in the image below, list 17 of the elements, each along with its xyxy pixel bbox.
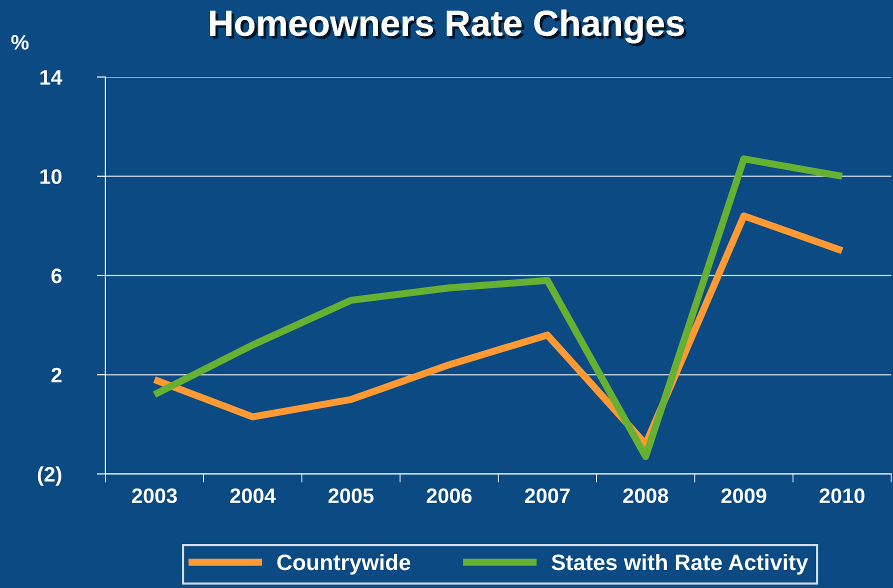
y-tick-label: 6	[51, 268, 62, 284]
legend-label: States with Rate Activity	[552, 554, 808, 575]
y-tick-label: 2	[51, 368, 62, 382]
x-tick-label: 2006	[426, 488, 472, 504]
y-tick-label: 10	[40, 169, 62, 184]
x-tick-label: 2009	[721, 488, 766, 504]
x-tick-label: 2005	[328, 488, 374, 504]
y-tick-label: 14	[40, 70, 62, 85]
chart-title: Homeowners Rate Changes	[210, 10, 687, 46]
x-tick-label: 2003	[132, 488, 177, 504]
y-axis-title: %	[11, 34, 29, 50]
x-tick-label: 2008	[623, 488, 668, 504]
legend-label: Countrywide	[277, 554, 410, 575]
x-tick-label: 2010	[820, 488, 864, 504]
x-tick-label: 2004	[230, 488, 276, 504]
y-tick-label: (2)	[38, 466, 62, 486]
x-tick-label: 2007	[524, 488, 570, 504]
